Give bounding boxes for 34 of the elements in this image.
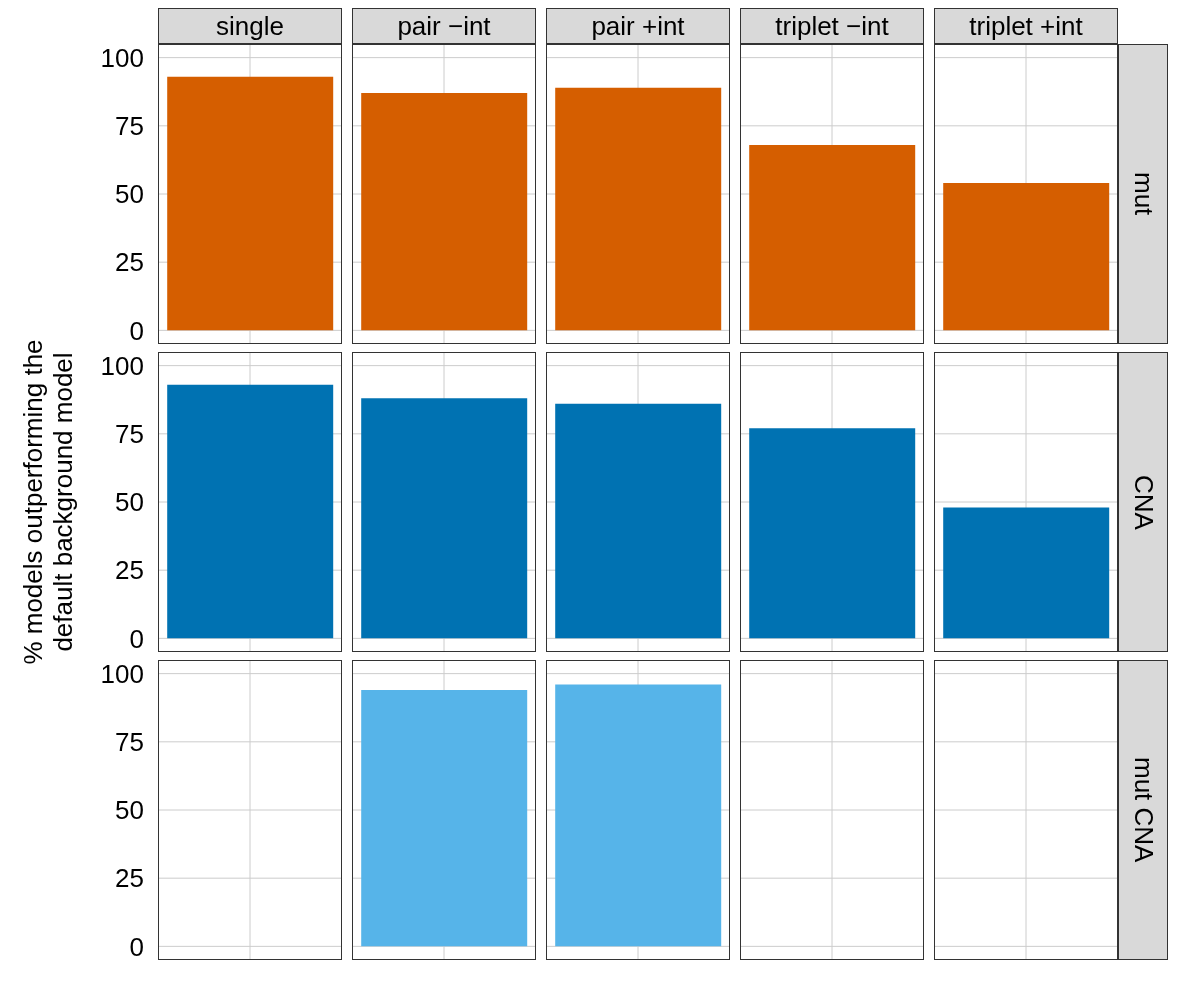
y-tick-label: 75 <box>115 111 144 142</box>
y-tick-label: 0 <box>129 315 144 346</box>
bar <box>555 403 722 639</box>
y-tick-label: 100 <box>100 42 144 73</box>
bar <box>361 398 528 639</box>
bar <box>361 93 528 331</box>
y-tick-label: 100 <box>100 350 144 381</box>
facet-strip-label: triplet +int <box>934 8 1118 44</box>
bar <box>167 76 334 331</box>
y-tick-label: 50 <box>115 795 144 826</box>
y-tick-label: 50 <box>115 179 144 210</box>
y-tick-label: 50 <box>115 487 144 518</box>
y-tick-label: 100 <box>100 658 144 689</box>
bar <box>943 183 1110 331</box>
facet-strip-label: CNA <box>1118 352 1168 652</box>
y-tick-label: 75 <box>115 419 144 450</box>
bar <box>749 428 916 639</box>
facet-strip-label: mut CNA <box>1118 660 1168 960</box>
y-tick-label: 25 <box>115 555 144 586</box>
facet-strip-label: pair −int <box>352 8 536 44</box>
bar <box>555 87 722 331</box>
y-tick-label: 0 <box>129 931 144 962</box>
facet-strip-label: pair +int <box>546 8 730 44</box>
facet-strip-label: single <box>158 8 342 44</box>
y-axis-title: % models outperforming the default background model <box>18 338 78 667</box>
bar <box>167 384 334 639</box>
y-tick-label: 25 <box>115 863 144 894</box>
bar <box>749 144 916 331</box>
facet-strip-label: mut <box>1118 44 1168 344</box>
y-tick-label: 75 <box>115 727 144 758</box>
y-tick-label: 0 <box>129 623 144 654</box>
y-tick-label: 25 <box>115 247 144 278</box>
facet-strip-label: triplet −int <box>740 8 924 44</box>
bar <box>943 507 1110 639</box>
